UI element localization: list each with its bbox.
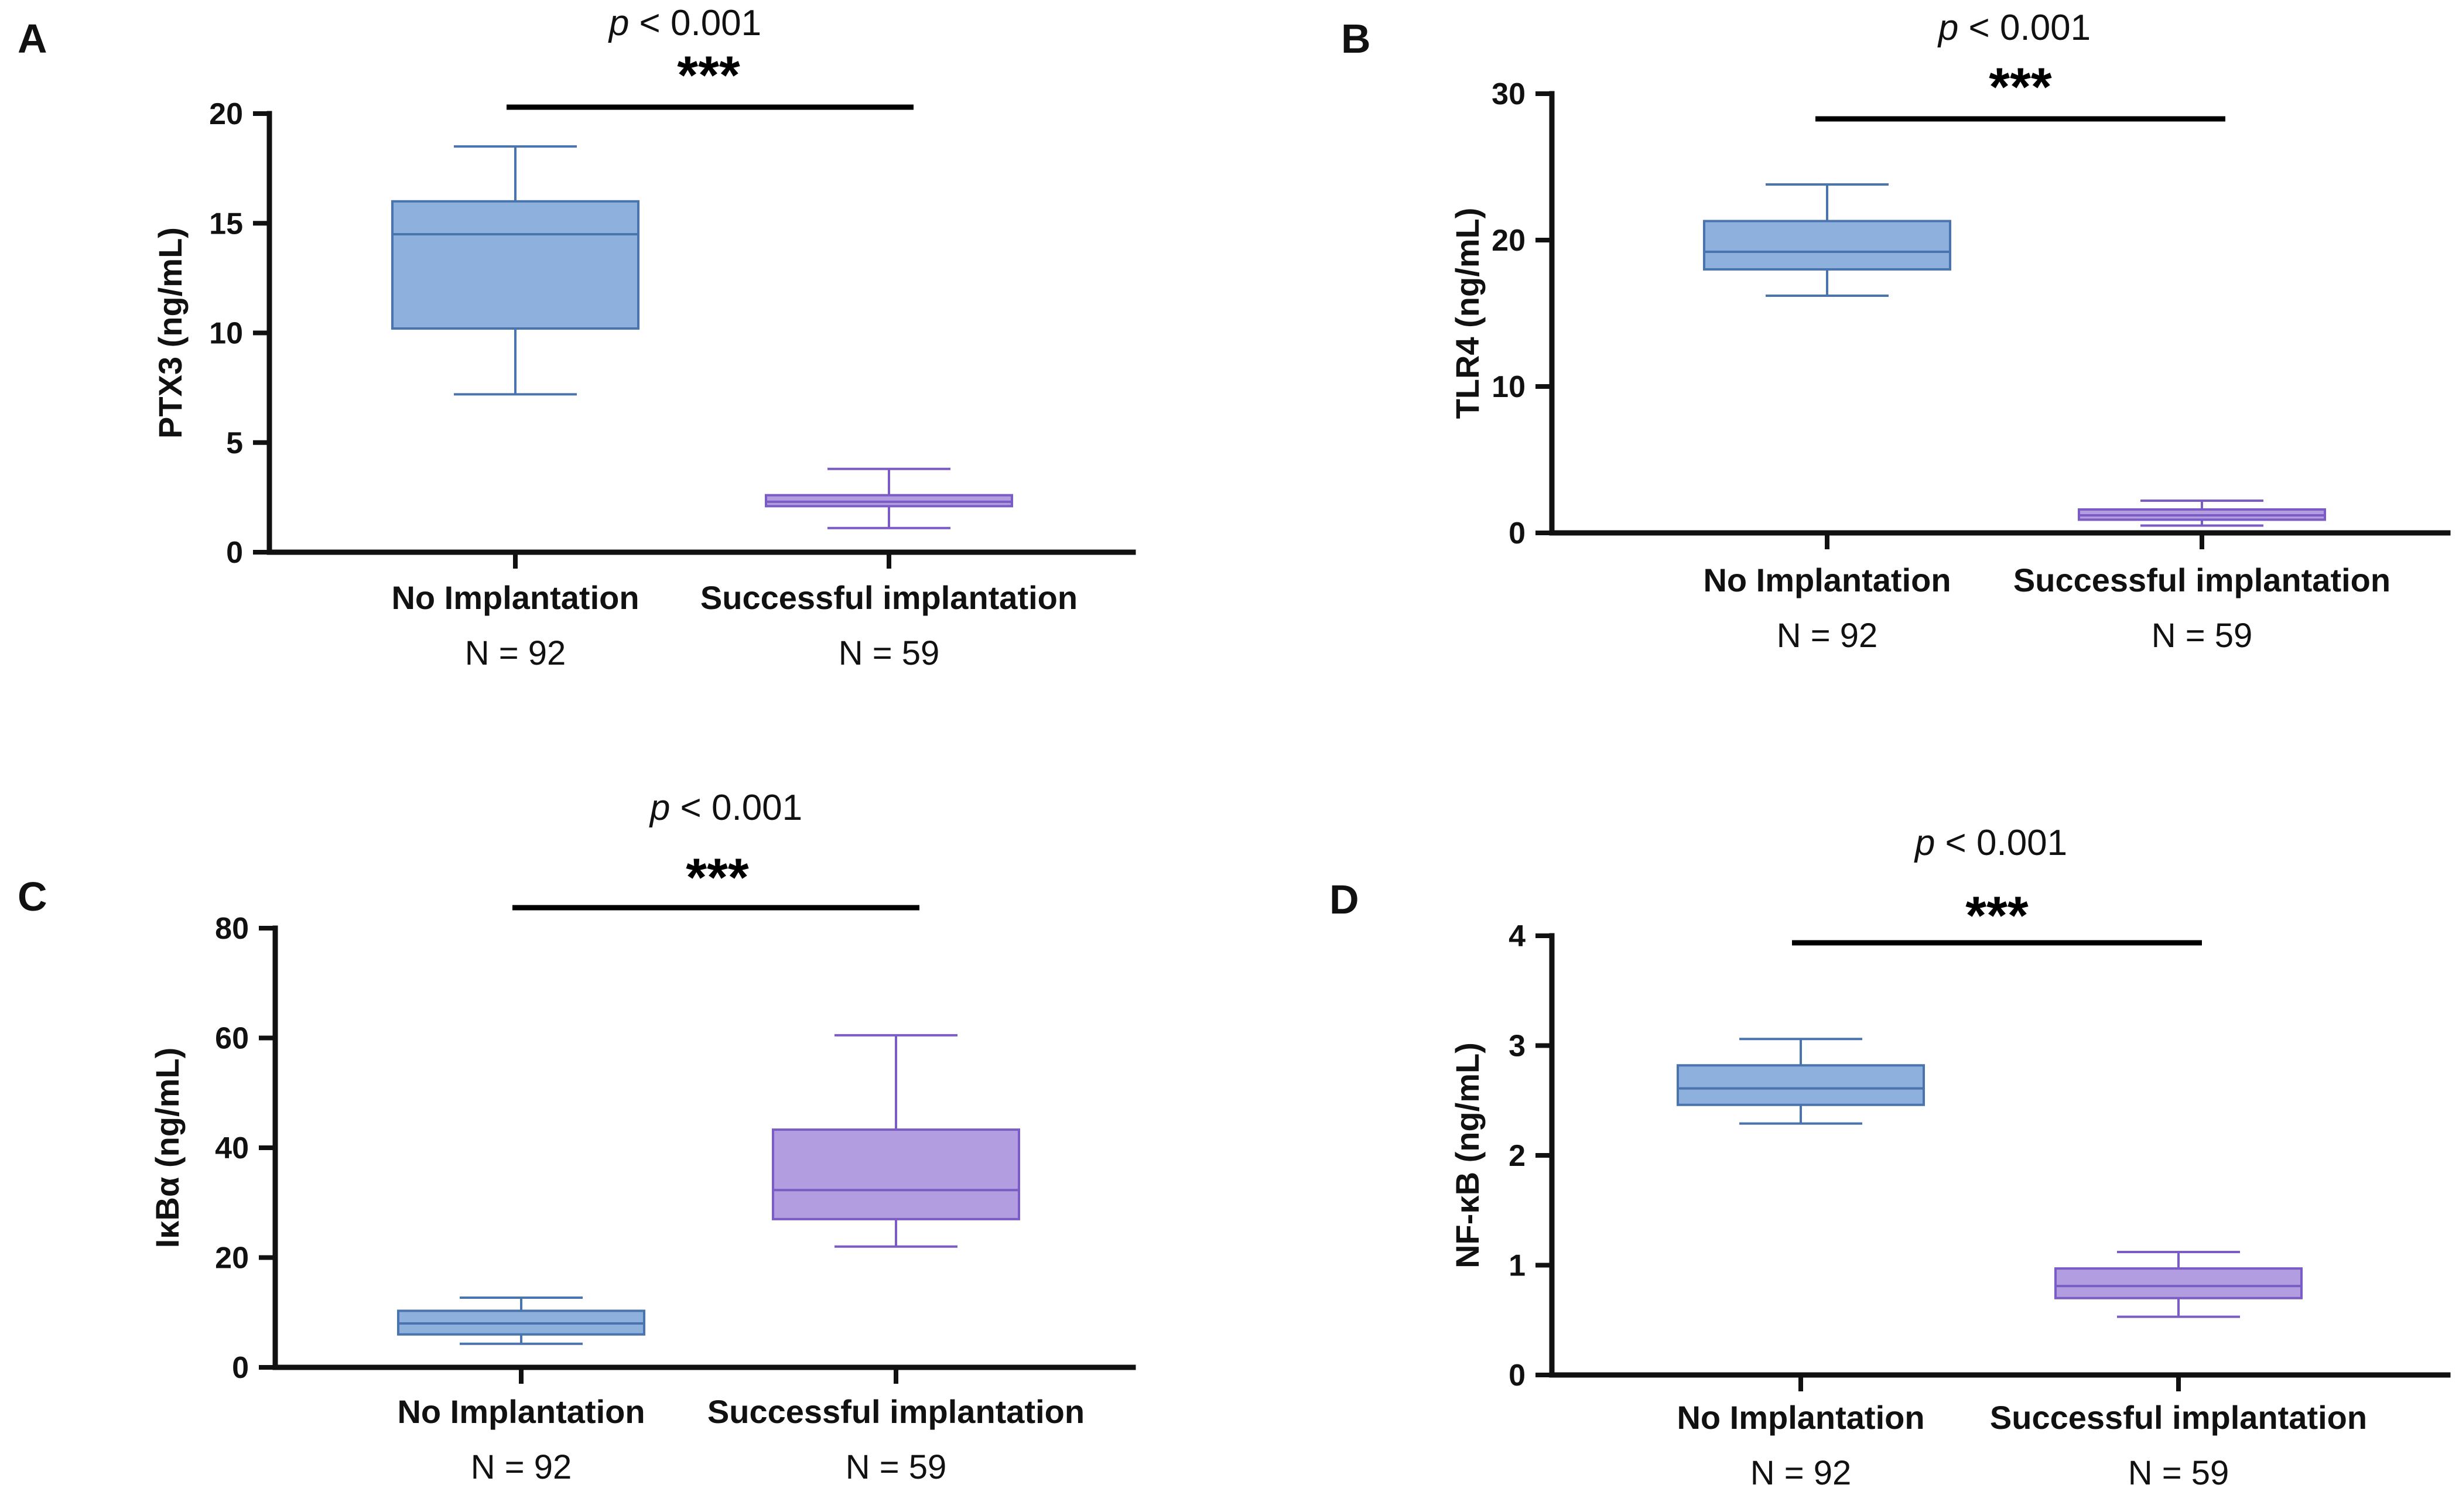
y-tick-label: 0 bbox=[1509, 516, 1526, 550]
p-value-text: < 0.001 bbox=[1935, 823, 2067, 863]
p-value-label: p < 0.001 bbox=[649, 788, 802, 828]
y-axis-label: NF-κB (ng/mL) bbox=[1449, 1042, 1486, 1268]
n-label: N = 92 bbox=[1750, 1454, 1852, 1492]
n-label: N = 92 bbox=[1777, 617, 1878, 655]
box-successful-implantation bbox=[2054, 1251, 2303, 1318]
y-tick-label: 15 bbox=[209, 207, 243, 241]
p-value-text: < 0.001 bbox=[629, 3, 761, 43]
panel-letter: B bbox=[1341, 16, 1371, 61]
y-tick-label: 60 bbox=[215, 1022, 249, 1056]
y-tick-label: 0 bbox=[1509, 1359, 1526, 1393]
p-value-label: p < 0.001 bbox=[1914, 823, 2067, 863]
iqr-box bbox=[2054, 1267, 2303, 1299]
y-tick-label: 10 bbox=[1492, 370, 1526, 404]
y-tick-label: 20 bbox=[209, 97, 243, 131]
category-label: No Implantation bbox=[391, 579, 639, 616]
iqr-box bbox=[1677, 1064, 1925, 1106]
y-tick-label: 20 bbox=[215, 1241, 249, 1275]
y-tick-label: 2 bbox=[1509, 1139, 1526, 1173]
y-tick-label: 0 bbox=[232, 1351, 249, 1385]
box-no-implantation bbox=[1677, 1038, 1925, 1125]
box-successful-implantation bbox=[765, 467, 1013, 529]
category-label: No Implantation bbox=[397, 1393, 645, 1430]
panel-letter: C bbox=[18, 874, 47, 919]
y-tick-label: 20 bbox=[1492, 224, 1526, 258]
significance-stars: *** bbox=[677, 46, 740, 105]
y-tick-label: 5 bbox=[226, 426, 243, 460]
y-tick-label: 30 bbox=[1492, 77, 1526, 111]
significance-stars: *** bbox=[686, 848, 749, 908]
p-value-text: < 0.001 bbox=[1958, 8, 2091, 48]
y-axis-label: PTX3 (ng/mL) bbox=[152, 227, 189, 439]
n-label: N = 59 bbox=[2128, 1454, 2229, 1492]
p-value-symbol: p bbox=[1937, 8, 1958, 48]
category-label: No Implantation bbox=[1677, 1399, 1924, 1436]
category-label: Successful implantation bbox=[2013, 562, 2390, 598]
box-no-implantation bbox=[397, 1296, 645, 1345]
category-label: Successful implantation bbox=[700, 579, 1078, 616]
panel-letter: D bbox=[1329, 877, 1359, 922]
p-value-label: p < 0.001 bbox=[608, 3, 761, 43]
panel-letter: A bbox=[18, 16, 47, 61]
iqr-box bbox=[391, 200, 639, 330]
p-value-symbol: p bbox=[649, 788, 670, 828]
y-tick-label: 4 bbox=[1509, 919, 1526, 953]
y-tick-label: 1 bbox=[1509, 1249, 1526, 1283]
category-label: Successful implantation bbox=[1990, 1399, 2367, 1436]
n-label: N = 59 bbox=[839, 634, 940, 672]
box-successful-implantation bbox=[772, 1034, 1020, 1248]
box-no-implantation bbox=[391, 145, 639, 396]
y-axis-label: IκBα (ng/mL) bbox=[149, 1048, 186, 1248]
y-tick-label: 80 bbox=[215, 912, 249, 946]
y-tick-label: 40 bbox=[215, 1131, 249, 1165]
box-successful-implantation bbox=[2078, 500, 2326, 527]
y-tick-label: 0 bbox=[226, 536, 243, 570]
p-value-symbol: p bbox=[1914, 823, 1935, 863]
panel-c: Cp < 0.001 *** 0 20 40 60 80 IκBα (ng/mL) No Imp… bbox=[18, 788, 1136, 1486]
category-label: Successful implantation bbox=[707, 1393, 1085, 1430]
category-label: No Implantation bbox=[1703, 562, 1951, 598]
y-axis-label: TLR4 (ng/mL) bbox=[1449, 208, 1486, 419]
p-value-label: p < 0.001 bbox=[1937, 8, 2091, 48]
y-tick-label: 10 bbox=[209, 317, 243, 351]
iqr-box bbox=[1703, 220, 1951, 271]
p-value-symbol: p bbox=[608, 3, 629, 43]
panel-d: Dp < 0.001 *** 0 1 2 3 4 NF-κB (ng/mL) No Implan… bbox=[1329, 823, 2451, 1492]
significance-stars: *** bbox=[1965, 886, 2029, 946]
significance-stars: *** bbox=[1989, 57, 2052, 117]
box-no-implantation bbox=[1703, 183, 1951, 297]
n-label: N = 59 bbox=[2152, 617, 2253, 655]
y-tick-label: 3 bbox=[1509, 1029, 1526, 1063]
n-label: N = 59 bbox=[846, 1448, 947, 1486]
n-label: N = 92 bbox=[471, 1448, 572, 1486]
p-value-text: < 0.001 bbox=[670, 788, 802, 828]
n-label: N = 92 bbox=[465, 634, 566, 672]
iqr-box bbox=[772, 1128, 1020, 1220]
